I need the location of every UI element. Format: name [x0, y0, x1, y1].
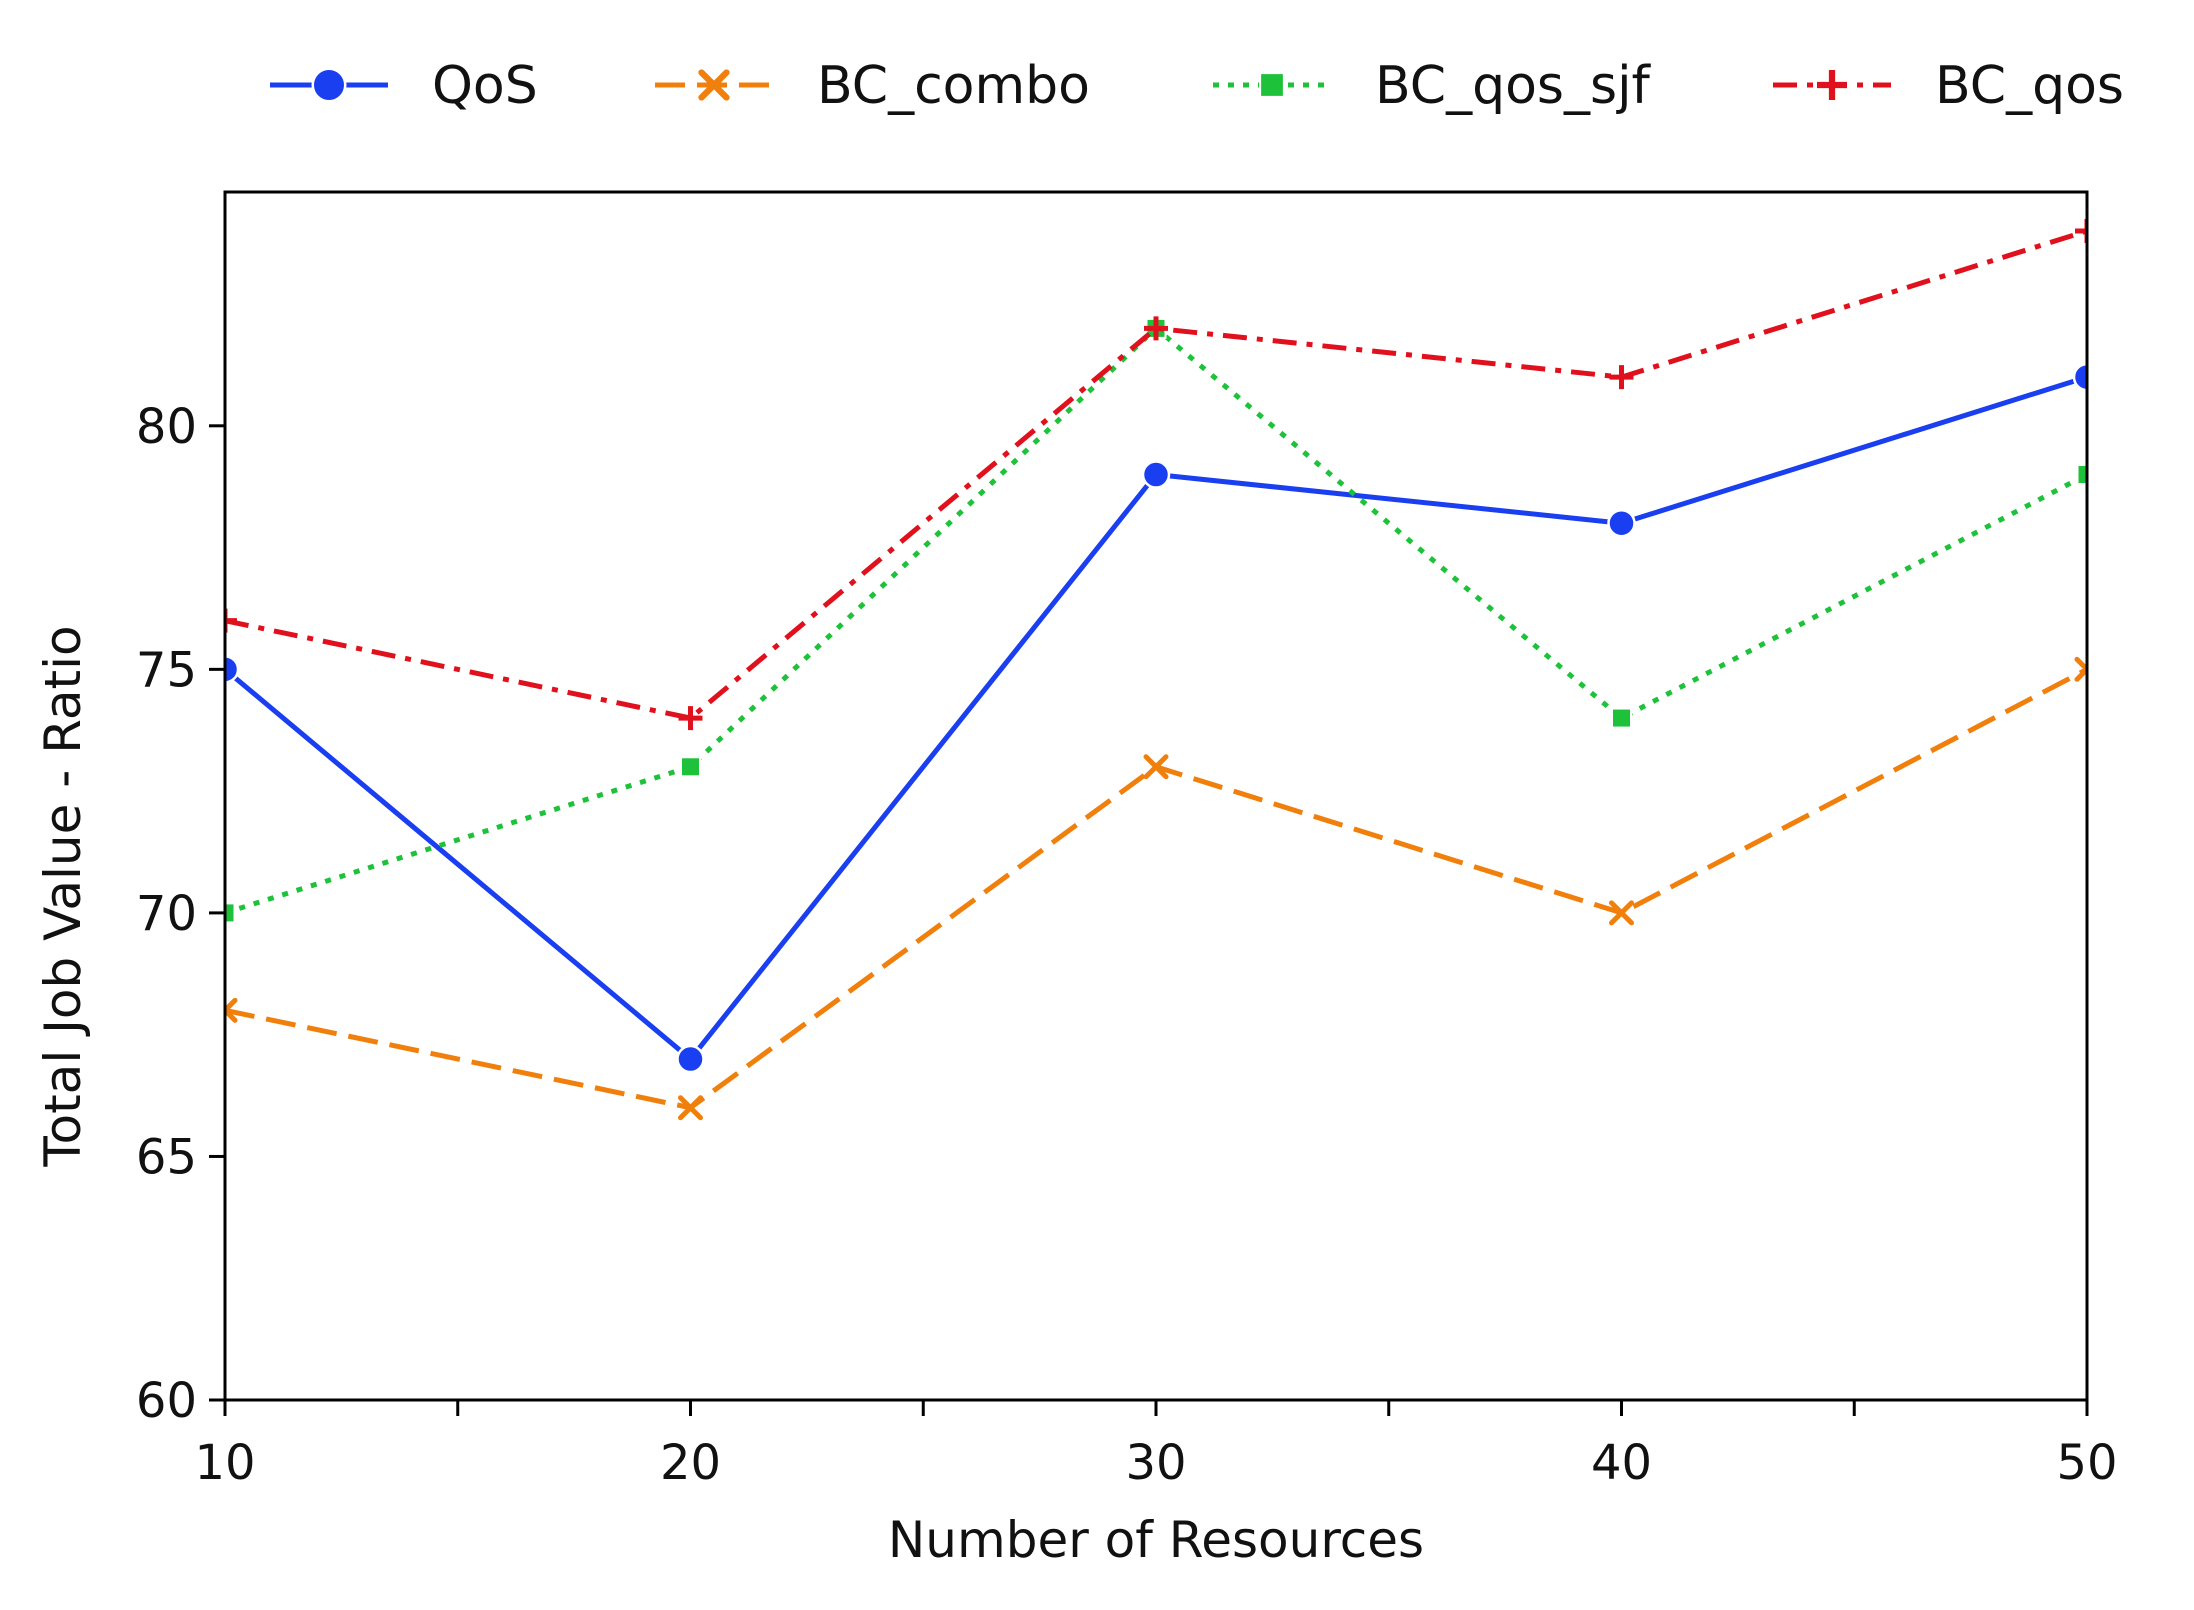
- legend-marker-bc-qos-sjf: [1259, 72, 1285, 98]
- legend-label: BC_qos: [1935, 56, 2124, 116]
- legend-item-bc-combo: BC_combo: [655, 56, 1090, 116]
- y-tick-label: 60: [136, 1373, 197, 1429]
- series-bc-qos-sjf: [225, 317, 2087, 924]
- series-line-bc-qos-sjf: [225, 325, 2087, 916]
- axes-frame: [223, 190, 2089, 1402]
- data-point-bc-combo-20: [678, 1095, 703, 1121]
- data-point-bc-qos-10: [225, 608, 237, 633]
- series-line-bc-qos: [225, 228, 2087, 721]
- x-tick-label: 50: [2056, 1435, 2117, 1491]
- y-tick-label: 65: [136, 1129, 197, 1185]
- series-bc-qos: [225, 218, 2087, 731]
- data-point-bc-qos-40: [1609, 365, 1634, 390]
- data-point-bc-qos-sjf-10: [225, 902, 236, 924]
- data-point-qos-40: [1607, 508, 1636, 538]
- data-point-bc-qos-30: [1144, 316, 1168, 341]
- y-tick-label: 70: [136, 886, 197, 942]
- legend-label: BC_qos_sjf: [1375, 56, 1652, 116]
- x-tick-label: 20: [660, 1435, 721, 1491]
- legend-item-bc-qos-sjf: BC_qos_sjf: [1213, 56, 1652, 116]
- legend-marker-qos: [311, 67, 347, 103]
- data-point-bc-combo-10: [225, 997, 238, 1023]
- y-axis-label: Total Job Value - Ratio: [34, 625, 92, 1167]
- y-tick-label: 75: [136, 642, 197, 698]
- legend-item-qos: QoS: [270, 56, 538, 116]
- data-point-bc-qos-20: [678, 706, 703, 731]
- legend-item-bc-qos: BC_qos: [1773, 56, 2124, 116]
- x-tick-label: 30: [1125, 1435, 1186, 1491]
- data-point-qos-20: [676, 1044, 705, 1074]
- legend-marker-bc-combo: [698, 69, 730, 101]
- data-point-qos-10: [225, 655, 240, 684]
- x-axis-label: Number of Resources: [888, 1511, 1424, 1569]
- legend-marker-bc-qos: [1817, 70, 1847, 100]
- series-qos: [225, 362, 2087, 1074]
- legend-label: QoS: [432, 56, 538, 116]
- series-line-bc-combo: [225, 667, 2087, 1111]
- data-point-qos-50: [2072, 362, 2087, 392]
- data-point-bc-combo-30: [1143, 754, 1169, 780]
- x-tick-label: 10: [194, 1435, 255, 1491]
- data-point-qos-30: [1141, 460, 1171, 489]
- legend: QoS BC_combo BC_qos_sjf BC_qos: [270, 56, 2124, 116]
- axes: 10 20 30 40 50 60 65 70 75 80: [136, 190, 2118, 1491]
- series-bc-combo: [225, 656, 2087, 1121]
- plot-area: [225, 218, 2087, 1121]
- data-point-bc-qos-50: [2075, 218, 2087, 243]
- data-point-bc-qos-sjf-20: [680, 756, 701, 778]
- data-point-bc-combo-50: [2074, 656, 2087, 682]
- data-point-bc-qos-sjf-40: [1611, 707, 1632, 729]
- y-tick-label: 80: [136, 399, 197, 455]
- legend-label: BC_combo: [817, 56, 1090, 116]
- x-tick-label: 40: [1591, 1435, 1652, 1491]
- data-point-bc-qos-sjf-50: [2076, 464, 2087, 486]
- data-point-bc-combo-40: [1609, 900, 1634, 926]
